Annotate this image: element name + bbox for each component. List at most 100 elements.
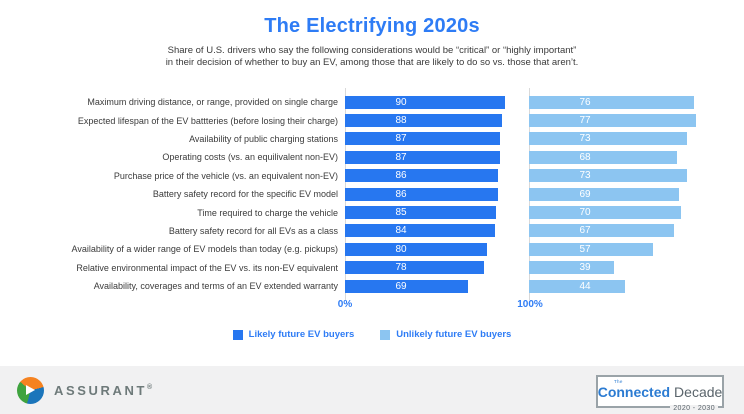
category-label: Battery safety record for all EVs as a c…	[168, 225, 338, 236]
category-label: Relative environmental impact of the EV …	[76, 262, 338, 273]
badge-years: 2020 - 2030	[670, 405, 718, 412]
likely-bar-area: 78	[345, 261, 529, 275]
bar-value-label: 44	[579, 280, 591, 292]
unlikely-bar-area: 73	[529, 132, 744, 146]
bar-value-label: 78	[395, 262, 407, 274]
category-label: Availability, coverages and terms of an …	[93, 281, 338, 292]
likely-bar-area: 80	[345, 242, 529, 256]
bar-value-label: 39	[579, 262, 591, 274]
grouped-bar-chart: Maximum driving distance, or range, prov…	[0, 88, 744, 300]
bar-value-label: 57	[579, 243, 591, 255]
badge-connected: Connected	[597, 383, 671, 400]
likely-bar: 86	[345, 169, 499, 183]
unlikely-bar: 73	[529, 169, 688, 183]
chart-subtitle-line2: in their decision of whether to buy an E…	[165, 57, 579, 68]
likely-bar-area: 90	[345, 95, 529, 109]
chart-row: Expected lifespan of the EV battteries (…	[0, 111, 744, 129]
axis-tick-label-100: 100%	[517, 299, 543, 311]
chart-subtitle-line1: Share of U.S. drivers who say the follow…	[167, 45, 577, 56]
bar-value-label: 87	[395, 133, 407, 145]
bar-value-label: 69	[395, 280, 407, 292]
category-label: Battery safety record for the specific E…	[152, 189, 338, 200]
legend-swatch-likely	[232, 329, 243, 340]
unlikely-bar: 76	[529, 95, 694, 109]
likely-bar: 84	[345, 224, 495, 238]
likely-bar-area: 86	[345, 169, 529, 183]
chart-legend: Likely future EV buyers Unlikely future …	[0, 329, 744, 340]
unlikely-bar: 39	[529, 261, 614, 275]
bar-value-label: 86	[395, 170, 407, 182]
likely-bar: 90	[345, 95, 506, 109]
unlikely-bar-area: 73	[529, 169, 744, 183]
bar-value-label: 88	[395, 115, 407, 127]
category-label: Maximum driving distance, or range, prov…	[87, 97, 338, 108]
category-label: Purchase price of the vehicle (vs. an eq…	[113, 170, 338, 181]
likely-bar: 88	[345, 114, 502, 128]
brand-name: ASSURANT®	[54, 382, 153, 398]
likely-bar-area: 85	[345, 206, 529, 220]
legend-swatch-unlikely	[380, 329, 391, 340]
connected-decade-badge: The Connected Decade 2020 - 2030	[596, 375, 724, 412]
chart-row: Availability of a wider range of EV mode…	[0, 240, 744, 258]
chart-row: Relative environmental impact of the EV …	[0, 259, 744, 277]
bar-value-label: 86	[395, 188, 407, 200]
unlikely-bar-area: 69	[529, 187, 744, 201]
unlikely-bar-area: 70	[529, 206, 744, 220]
category-label: Availability of public charging stations	[189, 133, 338, 144]
page-title: The Electrifying 2020s	[264, 15, 480, 37]
likely-bar: 87	[345, 132, 500, 146]
bar-value-label: 68	[579, 151, 591, 163]
assurant-logo-icon	[17, 376, 44, 404]
unlikely-bar-area: 57	[529, 242, 744, 256]
unlikely-bar-area: 67	[529, 224, 744, 238]
unlikely-bar-area: 44	[529, 279, 744, 293]
bar-value-label: 70	[579, 207, 591, 219]
footer-bar: ASSURANT® The Connected Decade 2020 - 20…	[0, 366, 744, 414]
unlikely-bar: 73	[529, 132, 688, 146]
unlikely-bar-area: 76	[529, 95, 744, 109]
chart-row: Maximum driving distance, or range, prov…	[0, 93, 744, 111]
bar-value-label: 73	[579, 133, 591, 145]
infographic-page: The Electrifying 2020s Share of U.S. dri…	[0, 14, 744, 414]
unlikely-bar-area: 77	[529, 114, 744, 128]
category-label: Availability of a wider range of EV mode…	[71, 244, 338, 255]
unlikely-bar: 70	[529, 206, 681, 220]
unlikely-bar: 68	[529, 150, 677, 164]
chart-row: Purchase price of the vehicle (vs. an eq…	[0, 167, 744, 185]
legend-label-unlikely: Unlikely future EV buyers	[396, 329, 512, 341]
category-label: Time required to charge the vehicle	[197, 207, 338, 218]
chart-row: Battery safety record for the specific E…	[0, 185, 744, 203]
likely-bar: 69	[345, 279, 468, 293]
bar-value-label: 69	[579, 188, 591, 200]
likely-bar: 78	[345, 261, 484, 275]
unlikely-bar-area: 68	[529, 150, 744, 164]
legend-label-likely: Likely future EV buyers	[248, 329, 355, 341]
likely-bar: 80	[345, 242, 488, 256]
bar-value-label: 87	[395, 151, 407, 163]
likely-bar-area: 69	[345, 279, 529, 293]
bar-value-label: 76	[579, 96, 591, 108]
likely-bar-area: 86	[345, 187, 529, 201]
unlikely-bar: 77	[529, 114, 697, 128]
bar-value-label: 77	[579, 115, 591, 127]
bar-value-label: 67	[579, 225, 591, 237]
likely-bar-area: 87	[345, 132, 529, 146]
chart-row: Availability, coverages and terms of an …	[0, 277, 744, 295]
legend-item-likely: Likely future EV buyers	[232, 329, 355, 341]
likely-bar: 87	[345, 150, 500, 164]
unlikely-bar: 67	[529, 224, 675, 238]
unlikely-bar: 57	[529, 242, 653, 256]
likely-bar-area: 84	[345, 224, 529, 238]
chart-row: Operating costs (vs. an equilivalent non…	[0, 148, 744, 166]
likely-bar-area: 88	[345, 114, 529, 128]
unlikely-bar-area: 39	[529, 261, 744, 275]
badge-decade: Decade	[674, 383, 723, 400]
badge-the: The	[614, 379, 623, 384]
x-axis-labels: 0% 100%	[0, 299, 744, 312]
bar-value-label: 73	[579, 170, 591, 182]
bar-value-label: 85	[395, 207, 407, 219]
unlikely-bar: 44	[529, 279, 625, 293]
likely-bar: 85	[345, 206, 497, 220]
bar-value-label: 80	[395, 243, 407, 255]
axis-tick-label-0: 0%	[337, 299, 353, 311]
